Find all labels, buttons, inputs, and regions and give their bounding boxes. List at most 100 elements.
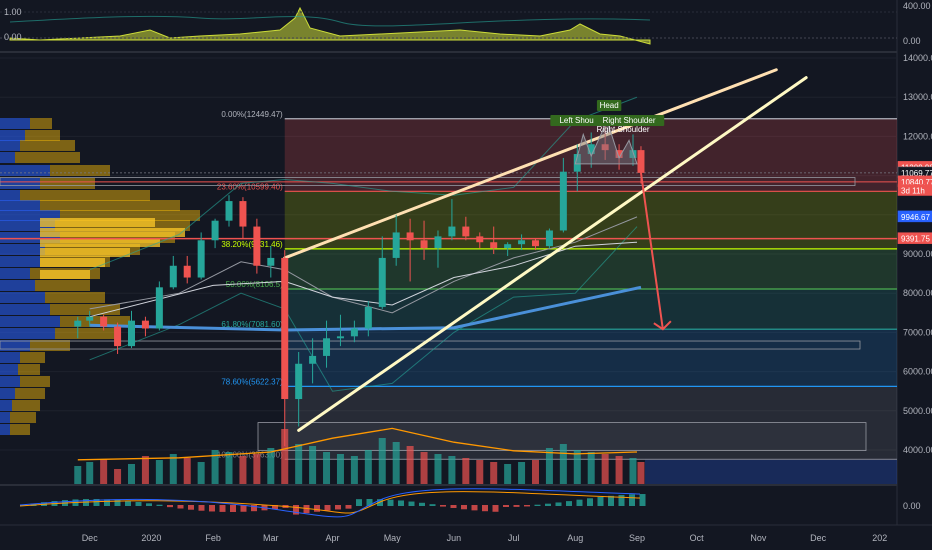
candle-body: [587, 144, 595, 155]
volume-bar: [531, 460, 539, 484]
macd-histogram-bar: [597, 496, 604, 506]
candle-body: [504, 244, 512, 249]
volume-profile-bar: [40, 218, 155, 227]
volume-profile-bar: [0, 424, 10, 435]
date-axis-label: Jul: [508, 533, 520, 543]
volume-profile-bar: [0, 190, 20, 201]
volume-bar: [100, 459, 108, 484]
date-axis-label: Sep: [629, 533, 645, 543]
candle-body: [629, 150, 637, 158]
date-axis-label: Mar: [263, 533, 279, 543]
candle-body: [637, 150, 645, 173]
macd-histogram-bar: [608, 495, 614, 506]
macd-histogram-bar: [314, 505, 320, 512]
price-tag: 11069.77: [901, 169, 932, 178]
price-tag: 9391.75: [901, 235, 930, 244]
price-tag-bg: [897, 232, 932, 244]
macd-histogram-bar: [83, 499, 89, 506]
candle-body: [531, 240, 539, 247]
volume-bar: [253, 454, 261, 484]
candle-body: [169, 265, 177, 288]
volume-bar: [155, 460, 163, 484]
volume-profile-bar: [0, 268, 30, 279]
volume-bar: [559, 444, 567, 484]
volume-profile-bar: [40, 258, 105, 267]
volume-bar: [267, 448, 275, 484]
candle-body: [239, 201, 247, 227]
macd-histogram-bar: [398, 500, 404, 506]
macd-histogram-bar: [429, 504, 436, 506]
candle-body: [336, 336, 344, 339]
candle-body: [364, 306, 372, 329]
candle-body: [392, 232, 400, 258]
volume-profile-bar: [0, 352, 20, 363]
volume-profile-bar: [0, 328, 55, 339]
volume-bar: [545, 448, 553, 484]
volume-bar: [281, 429, 289, 484]
macd-histogram-bar: [377, 499, 383, 506]
volume-bar: [601, 454, 609, 484]
macd-histogram-bar: [629, 494, 635, 506]
volume-bar: [637, 462, 645, 484]
volume-profile-bar: [0, 376, 20, 387]
volume-profile-bar: [0, 200, 40, 211]
candle-body: [211, 220, 219, 241]
volume-bar: [114, 469, 122, 484]
fib-zone: [284, 191, 898, 249]
volume-bar: [295, 444, 303, 484]
candle-body: [323, 338, 331, 356]
volume-profile-bar: [0, 232, 60, 243]
candle-body: [74, 320, 82, 327]
fib-level-label: 61.80%(7081.60): [221, 320, 283, 329]
price-axis-label: 14000.00: [903, 53, 932, 63]
macd-histogram-bar: [167, 505, 173, 508]
volume-bar: [336, 454, 344, 484]
volume-profile-bar: [20, 376, 50, 387]
fib-zone: [284, 289, 898, 330]
macd-signal-line: [19, 491, 641, 514]
volume-bar: [211, 450, 219, 484]
volume-profile-bar: [0, 292, 45, 303]
date-axis-label: 202: [872, 533, 887, 543]
volume-profile-bar: [50, 165, 110, 176]
volume-profile-bar: [10, 412, 36, 423]
price-axis-label: 5000.00: [903, 406, 932, 416]
macd-histogram-bar: [104, 499, 110, 506]
volume-profile-bar: [0, 220, 55, 231]
candle-body: [615, 150, 623, 158]
macd-histogram-bar: [503, 505, 509, 507]
candle-body: [448, 226, 456, 237]
volume-profile-bar: [0, 118, 30, 129]
macd-histogram-bar: [366, 499, 373, 506]
volume-bar: [225, 452, 233, 484]
volume-profile-bar: [0, 244, 45, 255]
pattern-label-bg: [596, 100, 622, 111]
moving-average-200: [89, 285, 642, 332]
volume-bar: [127, 464, 135, 484]
fib-level-label: 78.60%(5622.37): [221, 377, 283, 386]
top-axis-left-label: 0.00: [4, 32, 22, 42]
macd-histogram-bar: [482, 505, 488, 512]
volume-profile-bar: [45, 292, 105, 303]
price-axis-label: 9000.00: [903, 249, 932, 259]
price-axis-label: 8000.00: [903, 288, 932, 298]
candle-body: [434, 236, 442, 249]
macd-histogram-bar: [471, 505, 478, 511]
candle-body: [225, 201, 233, 221]
price-axis-label: 13000.00: [903, 92, 932, 102]
volume-profile-bar: [0, 152, 15, 163]
volume-profile-bar: [60, 316, 130, 327]
volume-bar: [86, 462, 94, 484]
volume-profile-bar: [12, 400, 40, 411]
top-axis-left-label: 1.00: [4, 7, 22, 17]
volume-moving-average: [77, 427, 638, 461]
macd-histogram-bar: [209, 505, 215, 512]
date-axis-label: Jun: [447, 533, 462, 543]
volume-profile-bar: [40, 200, 180, 211]
macd-histogram-bar: [356, 499, 362, 506]
head-shoulders-pattern: [574, 119, 638, 165]
top-indicator-line: [9, 15, 651, 27]
volume-profile-bar: [55, 328, 120, 339]
volume-profile-bar: [40, 248, 130, 257]
